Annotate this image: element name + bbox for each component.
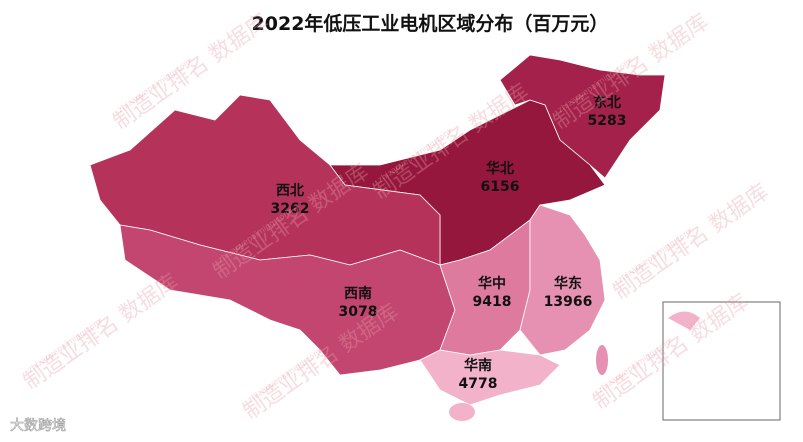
- region-name: 华南: [464, 357, 492, 374]
- region: [519, 204, 606, 356]
- region-value: 4778: [459, 376, 498, 392]
- inset-coast: [668, 311, 700, 330]
- south-sea-inset: [662, 301, 781, 421]
- watermark: 制造业排名 数据库: [589, 289, 753, 414]
- region-name: 华东: [554, 275, 582, 292]
- region-value: 9418: [473, 294, 512, 310]
- chart-title: 2022年低压工业电机区域分布（百万元）: [252, 12, 609, 35]
- region-name: 西南: [344, 285, 372, 302]
- region-name: 华中: [478, 275, 506, 292]
- taiwan: [596, 345, 608, 375]
- region: [419, 349, 561, 406]
- regions: [89, 54, 666, 406]
- region-name: 华北: [486, 160, 514, 177]
- region-name: 西北: [276, 183, 304, 199]
- region-value: 5283: [588, 113, 627, 129]
- watermark: 制造业排名 数据库: [609, 179, 773, 304]
- region-value: 3262: [271, 201, 310, 217]
- labels: 东北 5283 华北 6156 西北 3262 西南 3078 华中 9418 华东 13966 华南 4…: [271, 94, 627, 392]
- region-value: 13966: [544, 294, 593, 310]
- hainan: [449, 403, 475, 421]
- watermark: 制造业排名 数据库: [19, 269, 183, 394]
- region-value: 6156: [481, 179, 520, 195]
- region-value: 3078: [339, 304, 378, 320]
- logo: 大数跨境: [10, 418, 66, 434]
- region-name: 东北: [593, 94, 621, 111]
